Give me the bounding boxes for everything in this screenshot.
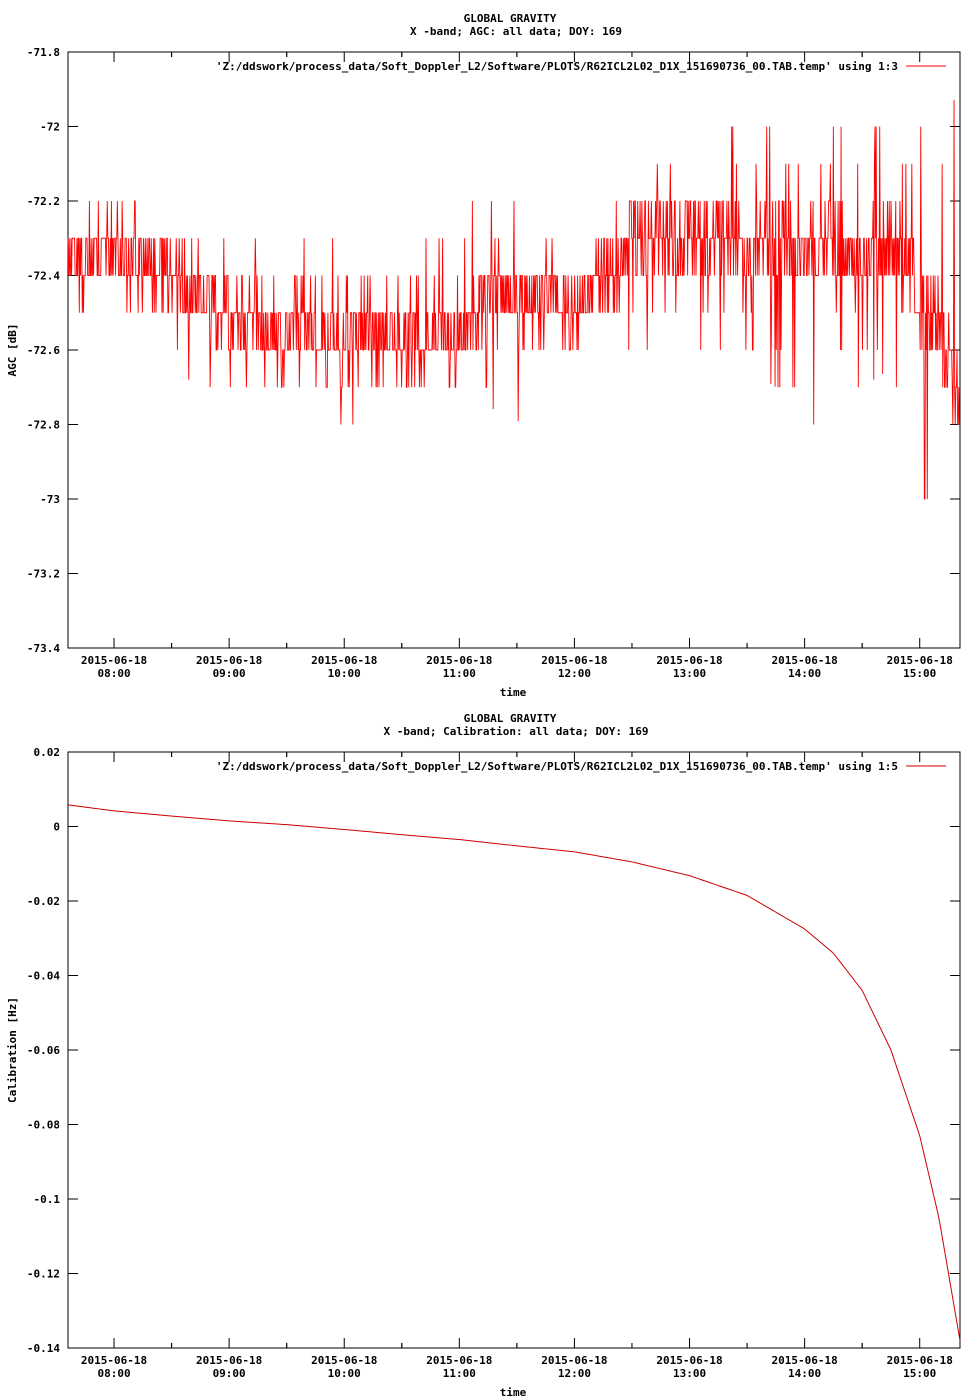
agc-y-axis: -71.8 -72 -72.2 -72.4 -72.6 -72.8 -73 -73.2 -73.…	[27, 46, 960, 655]
calibration-y-tick-label: -0.14	[27, 1342, 60, 1355]
calibration-x-tick-time: 09:00	[213, 1367, 246, 1380]
agc-x-tick-date: 2015-06-18	[772, 654, 838, 667]
agc-y-tick-label: -72.8	[27, 419, 60, 432]
calibration-y-tick-label: 0	[53, 821, 60, 834]
calibration-y-tick-label: -0.1	[34, 1193, 61, 1206]
calibration-chart-subtitle: X -band; Calibration: all data; DOY: 169	[384, 725, 649, 738]
calibration-x-tick-time: 14:00	[788, 1367, 821, 1380]
agc-y-tick-label: -72.4	[27, 270, 60, 283]
agc-x-tick-date: 2015-06-18	[887, 654, 953, 667]
calibration-x-tick-date: 2015-06-18	[196, 1354, 262, 1367]
agc-x-tick-time: 08:00	[97, 667, 130, 680]
calibration-x-tick-time: 11:00	[443, 1367, 476, 1380]
agc-legend-text: 'Z:/ddswork/process_data/Soft_Doppler_L2…	[216, 60, 898, 73]
calibration-y-tick-label: 0.02	[34, 746, 61, 759]
agc-y-tick-label: -72.6	[27, 344, 60, 357]
calibration-x-tick-time: 15:00	[903, 1367, 936, 1380]
calibration-chart: GLOBAL GRAVITY X -band; Calibration: all…	[6, 712, 961, 1399]
calibration-x-tick-date: 2015-06-18	[541, 1354, 607, 1367]
calibration-x-tick-time: 10:00	[328, 1367, 361, 1380]
agc-x-tick-date: 2015-06-18	[81, 654, 147, 667]
agc-chart: GLOBAL GRAVITY X -band; AGC: all data; D…	[6, 12, 961, 699]
agc-y-tick-label: -72.2	[27, 195, 60, 208]
agc-x-tick-date: 2015-06-18	[541, 654, 607, 667]
agc-chart-subtitle: X -band; AGC: all data; DOY: 169	[410, 25, 622, 38]
calibration-x-tick-date: 2015-06-18	[772, 1354, 838, 1367]
agc-x-tick-time: 09:00	[213, 667, 246, 680]
calibration-x-axis: 2015-06-1808:002015-06-1809:002015-06-18…	[81, 752, 953, 1380]
agc-y-axis-label: AGC [dB]	[6, 324, 19, 377]
agc-y-tick-label: -73.2	[27, 568, 60, 581]
calibration-y-tick-label: -0.12	[27, 1268, 60, 1281]
calibration-x-tick-date: 2015-06-18	[426, 1354, 492, 1367]
calibration-series	[67, 804, 961, 1341]
calibration-y-tick-label: -0.08	[27, 1119, 60, 1132]
calibration-x-tick-date: 2015-06-18	[656, 1354, 722, 1367]
calibration-y-tick-label: -0.06	[27, 1044, 60, 1057]
agc-x-axis-label: time	[500, 686, 527, 699]
calibration-chart-title: GLOBAL GRAVITY	[464, 712, 557, 725]
calibration-y-tick-label: -0.04	[27, 970, 60, 983]
agc-series	[67, 99, 960, 500]
calibration-x-tick-date: 2015-06-18	[887, 1354, 953, 1367]
calibration-x-tick-date: 2015-06-18	[81, 1354, 147, 1367]
calibration-x-tick-date: 2015-06-18	[311, 1354, 377, 1367]
agc-y-tick-label: -73.4	[27, 642, 60, 655]
agc-x-tick-time: 10:00	[328, 667, 361, 680]
agc-x-tick-date: 2015-06-18	[426, 654, 492, 667]
agc-x-tick-date: 2015-06-18	[196, 654, 262, 667]
calibration-x-tick-time: 13:00	[673, 1367, 706, 1380]
calibration-x-tick-time: 12:00	[558, 1367, 591, 1380]
agc-x-tick-time: 13:00	[673, 667, 706, 680]
agc-x-tick-date: 2015-06-18	[656, 654, 722, 667]
agc-y-tick-label: -71.8	[27, 46, 60, 59]
calibration-y-axis: 0.02 0 -0.02 -0.04 -0.06 -0.08 -0.1 -0.12 -0.14	[27, 746, 960, 1355]
agc-x-tick-time: 12:00	[558, 667, 591, 680]
calibration-legend-text: 'Z:/ddswork/process_data/Soft_Doppler_L2…	[216, 760, 898, 773]
agc-chart-title: GLOBAL GRAVITY	[464, 12, 557, 25]
agc-y-tick-label: -72	[40, 121, 60, 134]
agc-y-tick-label: -73	[40, 493, 60, 506]
calibration-x-tick-time: 08:00	[97, 1367, 130, 1380]
agc-x-tick-time: 11:00	[443, 667, 476, 680]
agc-series-line	[67, 99, 960, 500]
calibration-y-axis-label: Calibration [Hz]	[6, 997, 19, 1103]
agc-x-axis: 2015-06-1808:002015-06-1809:002015-06-18…	[81, 52, 953, 680]
calibration-series-line	[67, 804, 961, 1341]
agc-x-tick-time: 14:00	[788, 667, 821, 680]
agc-x-tick-date: 2015-06-18	[311, 654, 377, 667]
calibration-y-tick-label: -0.02	[27, 895, 60, 908]
agc-x-tick-time: 15:00	[903, 667, 936, 680]
calibration-x-axis-label: time	[500, 1386, 527, 1399]
